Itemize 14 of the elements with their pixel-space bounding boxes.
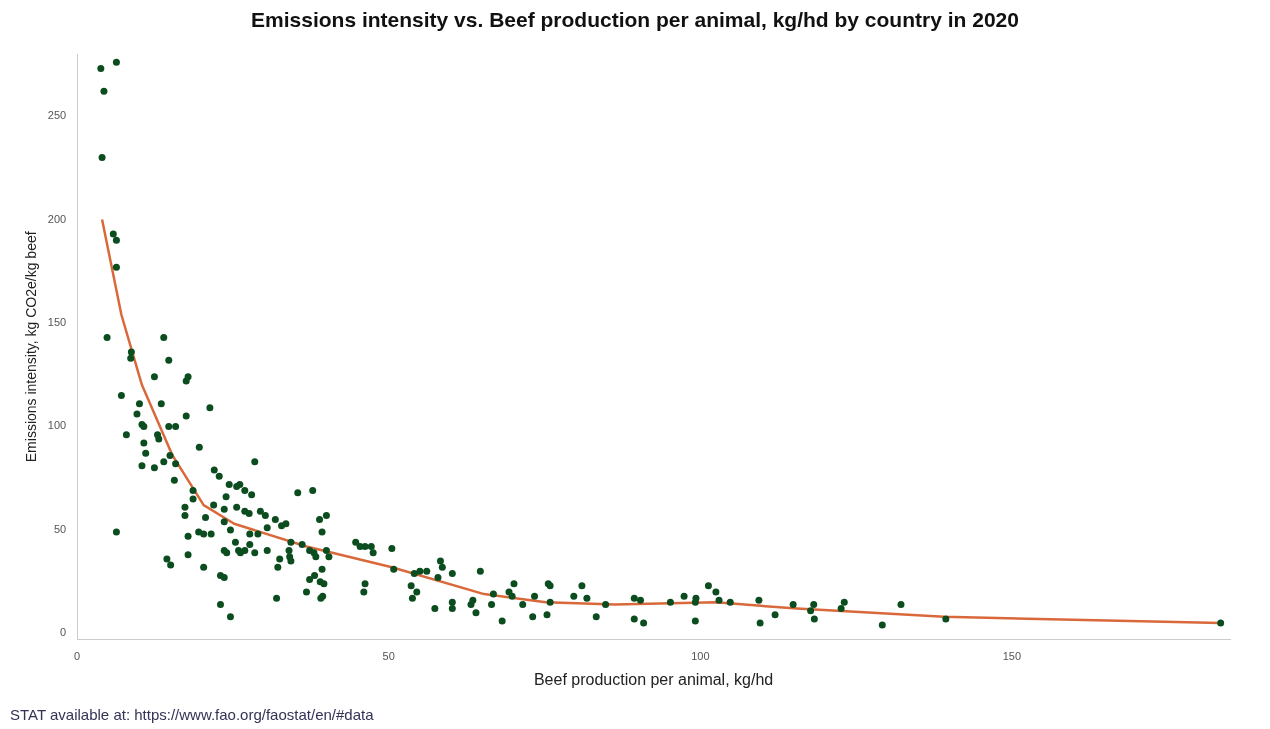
x-axis-title: Beef production per animal, kg/hd [533,670,774,688]
x-tick-label: 100 [691,650,710,663]
x-tick-label: 150 [1002,650,1022,663]
x-tick-label: 50 [382,650,395,663]
y-tick-label: 250 [47,109,67,122]
x-tick-label: 0 [74,650,81,663]
chart-title: Emissions intensity vs. Beef production per animal, kg/hd by country in 2020 [250,8,1020,32]
y-tick-label: 50 [53,522,67,535]
y-tick-label: 200 [47,212,67,225]
y-tick-label: 100 [47,419,67,432]
y-tick-label: 150 [47,316,67,329]
text: STAT available at: https://www.fao.org/faostat/en/#data [10,706,374,723]
y-tick-label: 0 [60,626,67,639]
y-axis-title: Emissions intensity, kg CO2e/kg beef [23,231,40,463]
